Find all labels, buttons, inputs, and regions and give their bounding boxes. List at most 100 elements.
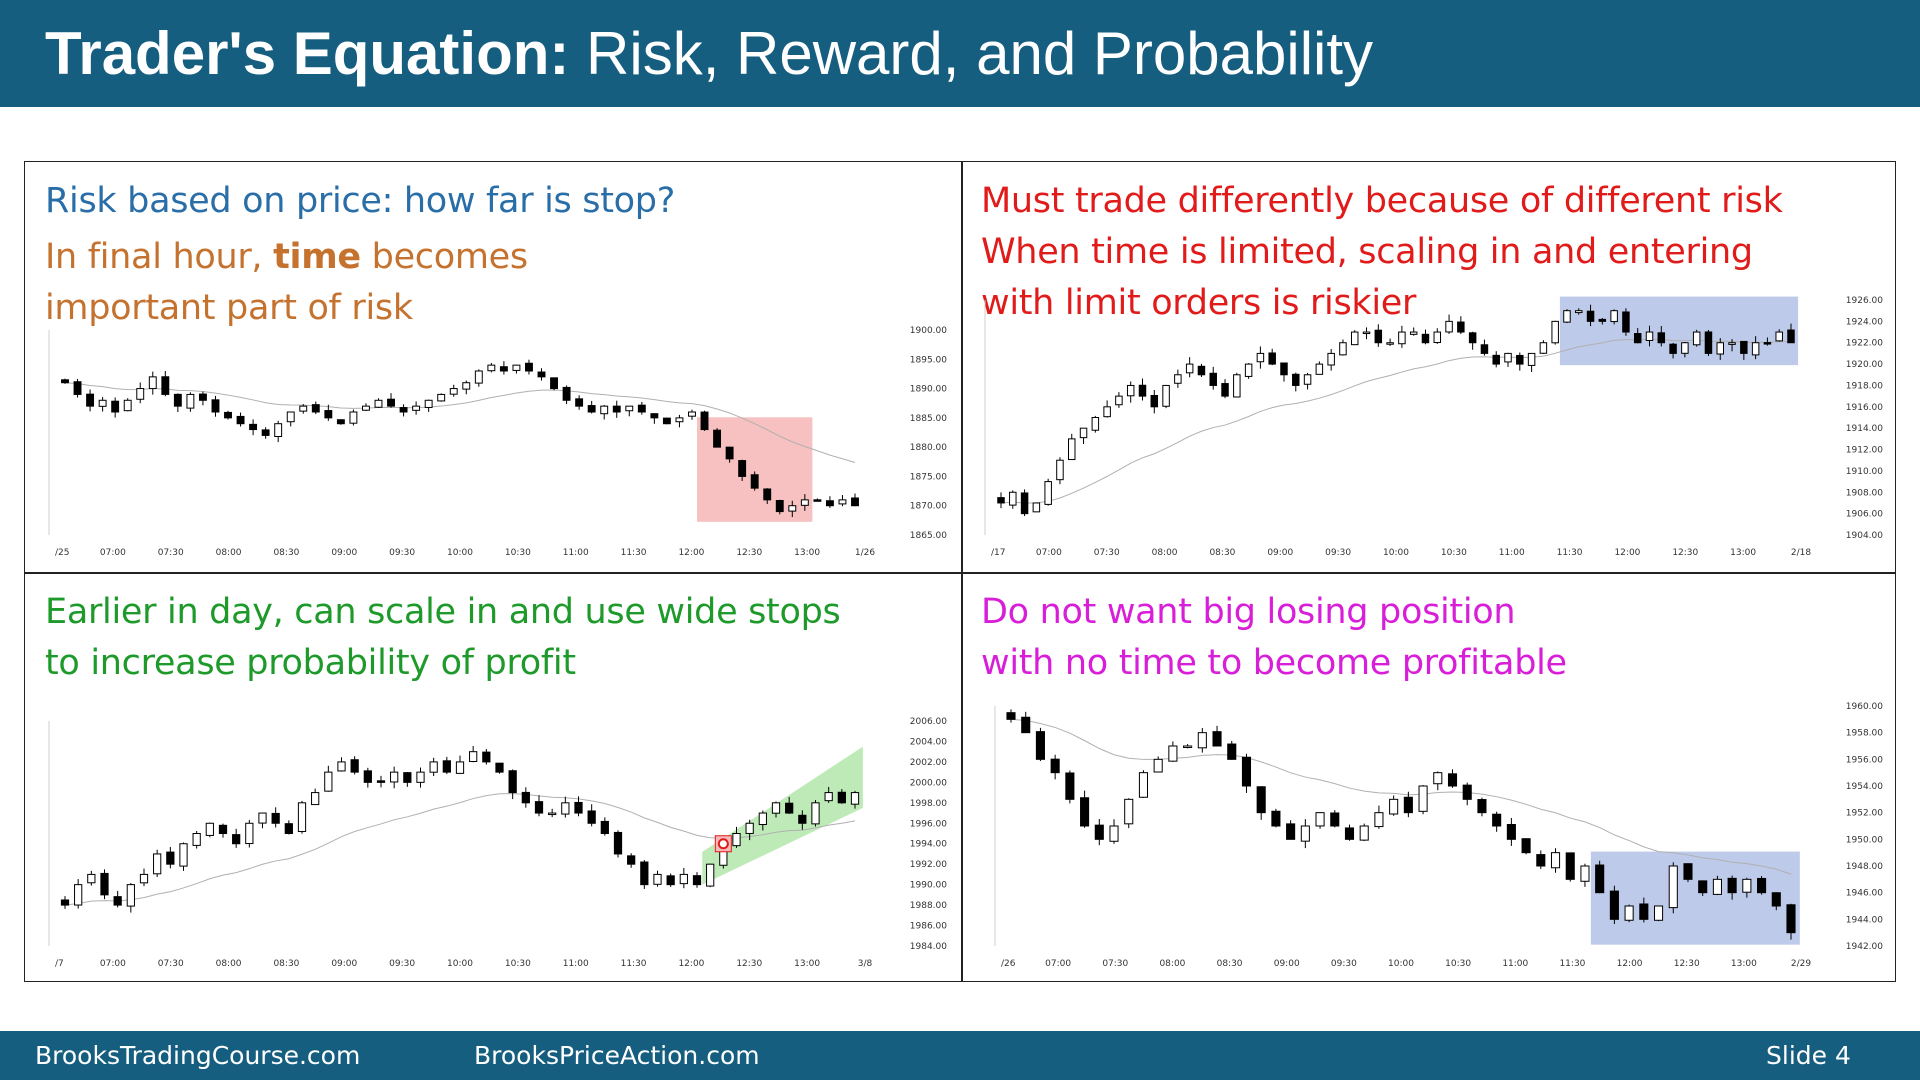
candle-body — [111, 400, 120, 413]
candle-body — [1595, 864, 1605, 894]
candle-body — [679, 873, 688, 885]
y-tick-label: 1994.00 — [910, 840, 947, 850]
candle-body — [1212, 731, 1222, 747]
candle-body — [1403, 796, 1413, 814]
candle-body — [336, 419, 345, 425]
x-tick-label: 07:00 — [100, 959, 126, 969]
candle-body — [205, 822, 214, 836]
x-tick-label: 08:30 — [273, 548, 299, 558]
candle-body — [474, 370, 483, 384]
x-tick-label: 09:00 — [331, 959, 357, 969]
candle-body — [653, 873, 662, 885]
y-tick-label: 1865.00 — [910, 531, 947, 541]
candle-body — [1398, 331, 1406, 345]
panel-top-right: Must trade differently because of differ… — [961, 162, 1897, 572]
x-tick-label: 11:00 — [563, 959, 589, 969]
footer-brooks-trading-course[interactable]: BrooksTradingCourse.com — [35, 1041, 361, 1070]
candle-body — [574, 801, 583, 814]
x-tick-label: 11:30 — [1559, 959, 1585, 969]
candle-body — [1350, 331, 1359, 346]
candle-body — [337, 761, 346, 772]
candle-body — [1716, 342, 1724, 355]
moving-average-line — [1010, 718, 1792, 875]
candle-body — [1103, 406, 1111, 418]
candle-body — [1645, 331, 1654, 341]
candle-body — [1447, 773, 1458, 787]
candle-body — [482, 751, 491, 763]
candle-body — [297, 802, 307, 833]
candle-body — [1551, 320, 1559, 344]
footer-brooks-price-action[interactable]: BrooksPriceAction.com — [474, 1041, 760, 1070]
candle-body — [1292, 373, 1300, 386]
candle-body — [1094, 824, 1104, 840]
candle-body — [166, 851, 175, 865]
candle-body — [179, 843, 188, 867]
candle-body — [1433, 772, 1443, 785]
candle-body — [1550, 852, 1561, 869]
candle-body — [1197, 365, 1206, 376]
candle-body — [824, 792, 833, 802]
candle-body — [838, 499, 847, 505]
panel-tr-line2: When time is limited, scaling in and ent… — [981, 232, 1753, 272]
candle-body — [1480, 344, 1489, 354]
y-tick-label: 1900.00 — [910, 326, 947, 336]
candle-body — [1610, 310, 1618, 323]
candle-body — [1080, 797, 1090, 827]
candle-body — [612, 405, 621, 413]
candle-body — [662, 417, 671, 425]
candle-body — [499, 366, 508, 372]
candle-body — [1586, 310, 1595, 322]
candle-body — [1492, 813, 1502, 827]
y-tick-label: 2002.00 — [910, 758, 947, 768]
x-tick-label: 12:00 — [1617, 959, 1643, 969]
y-tick-label: 1922.00 — [1846, 339, 1883, 349]
y-tick-label: 1916.00 — [1846, 403, 1883, 413]
candle-body — [1624, 905, 1634, 921]
panel-tl-line3: important part of risk — [45, 288, 413, 328]
x-tick-label: 12:30 — [1672, 548, 1698, 558]
candle-body — [173, 393, 182, 407]
x-tick-label: 09:30 — [389, 959, 415, 969]
candle-body — [1639, 903, 1649, 920]
candle-body — [1009, 491, 1017, 506]
candle-body — [525, 362, 533, 372]
candle-body — [587, 810, 596, 824]
candle-body — [1124, 798, 1134, 825]
x-tick-label: 08:00 — [1152, 548, 1178, 558]
x-tick-label: 12:00 — [1614, 548, 1640, 558]
candle-body — [1445, 320, 1453, 333]
panel-tl-line2: In final hour, time becomes — [45, 232, 528, 283]
y-tick-label: 1944.00 — [1846, 915, 1883, 925]
candle-body — [412, 405, 421, 411]
candle-body — [261, 429, 270, 436]
candle-body — [1035, 731, 1045, 760]
candle-body — [1315, 812, 1325, 827]
candle-body — [1330, 812, 1340, 827]
x-tick-label: 09:30 — [389, 548, 415, 558]
candle-body — [1622, 311, 1630, 333]
candle-body — [851, 497, 859, 507]
candle-body — [311, 792, 320, 806]
chart-top-left: 1900.00 1895.00 1890.00 1885.00 1880.00 1875.… — [48, 326, 947, 558]
y-tick-label: 1895.00 — [910, 355, 947, 365]
panel-tl-line1: Risk based on price: how far is stop? — [45, 181, 675, 221]
x-tick-label: 07:00 — [1045, 959, 1071, 969]
candle-body — [692, 875, 702, 886]
candle-body — [153, 853, 162, 875]
candle-body — [837, 791, 846, 804]
chart-bottom-left: 2006.00 2004.00 2002.00 2000.00 1998.00 1996.… — [48, 717, 947, 969]
candle-body — [1787, 329, 1795, 344]
y-tick-label: 1996.00 — [910, 819, 947, 829]
x-tick-label: 10:00 — [447, 959, 473, 969]
candle-body — [186, 393, 195, 409]
candle-body — [387, 398, 395, 407]
x-tick-label: 12:00 — [678, 548, 704, 558]
candle-body — [1657, 332, 1666, 344]
candle-body — [775, 500, 784, 513]
candle-body — [60, 899, 70, 906]
x-tick-label: 07:30 — [1102, 959, 1128, 969]
candle-body — [1056, 459, 1064, 481]
candle-body — [534, 801, 544, 814]
y-tick-label: 1906.00 — [1846, 510, 1883, 520]
candle-body — [1477, 799, 1487, 814]
